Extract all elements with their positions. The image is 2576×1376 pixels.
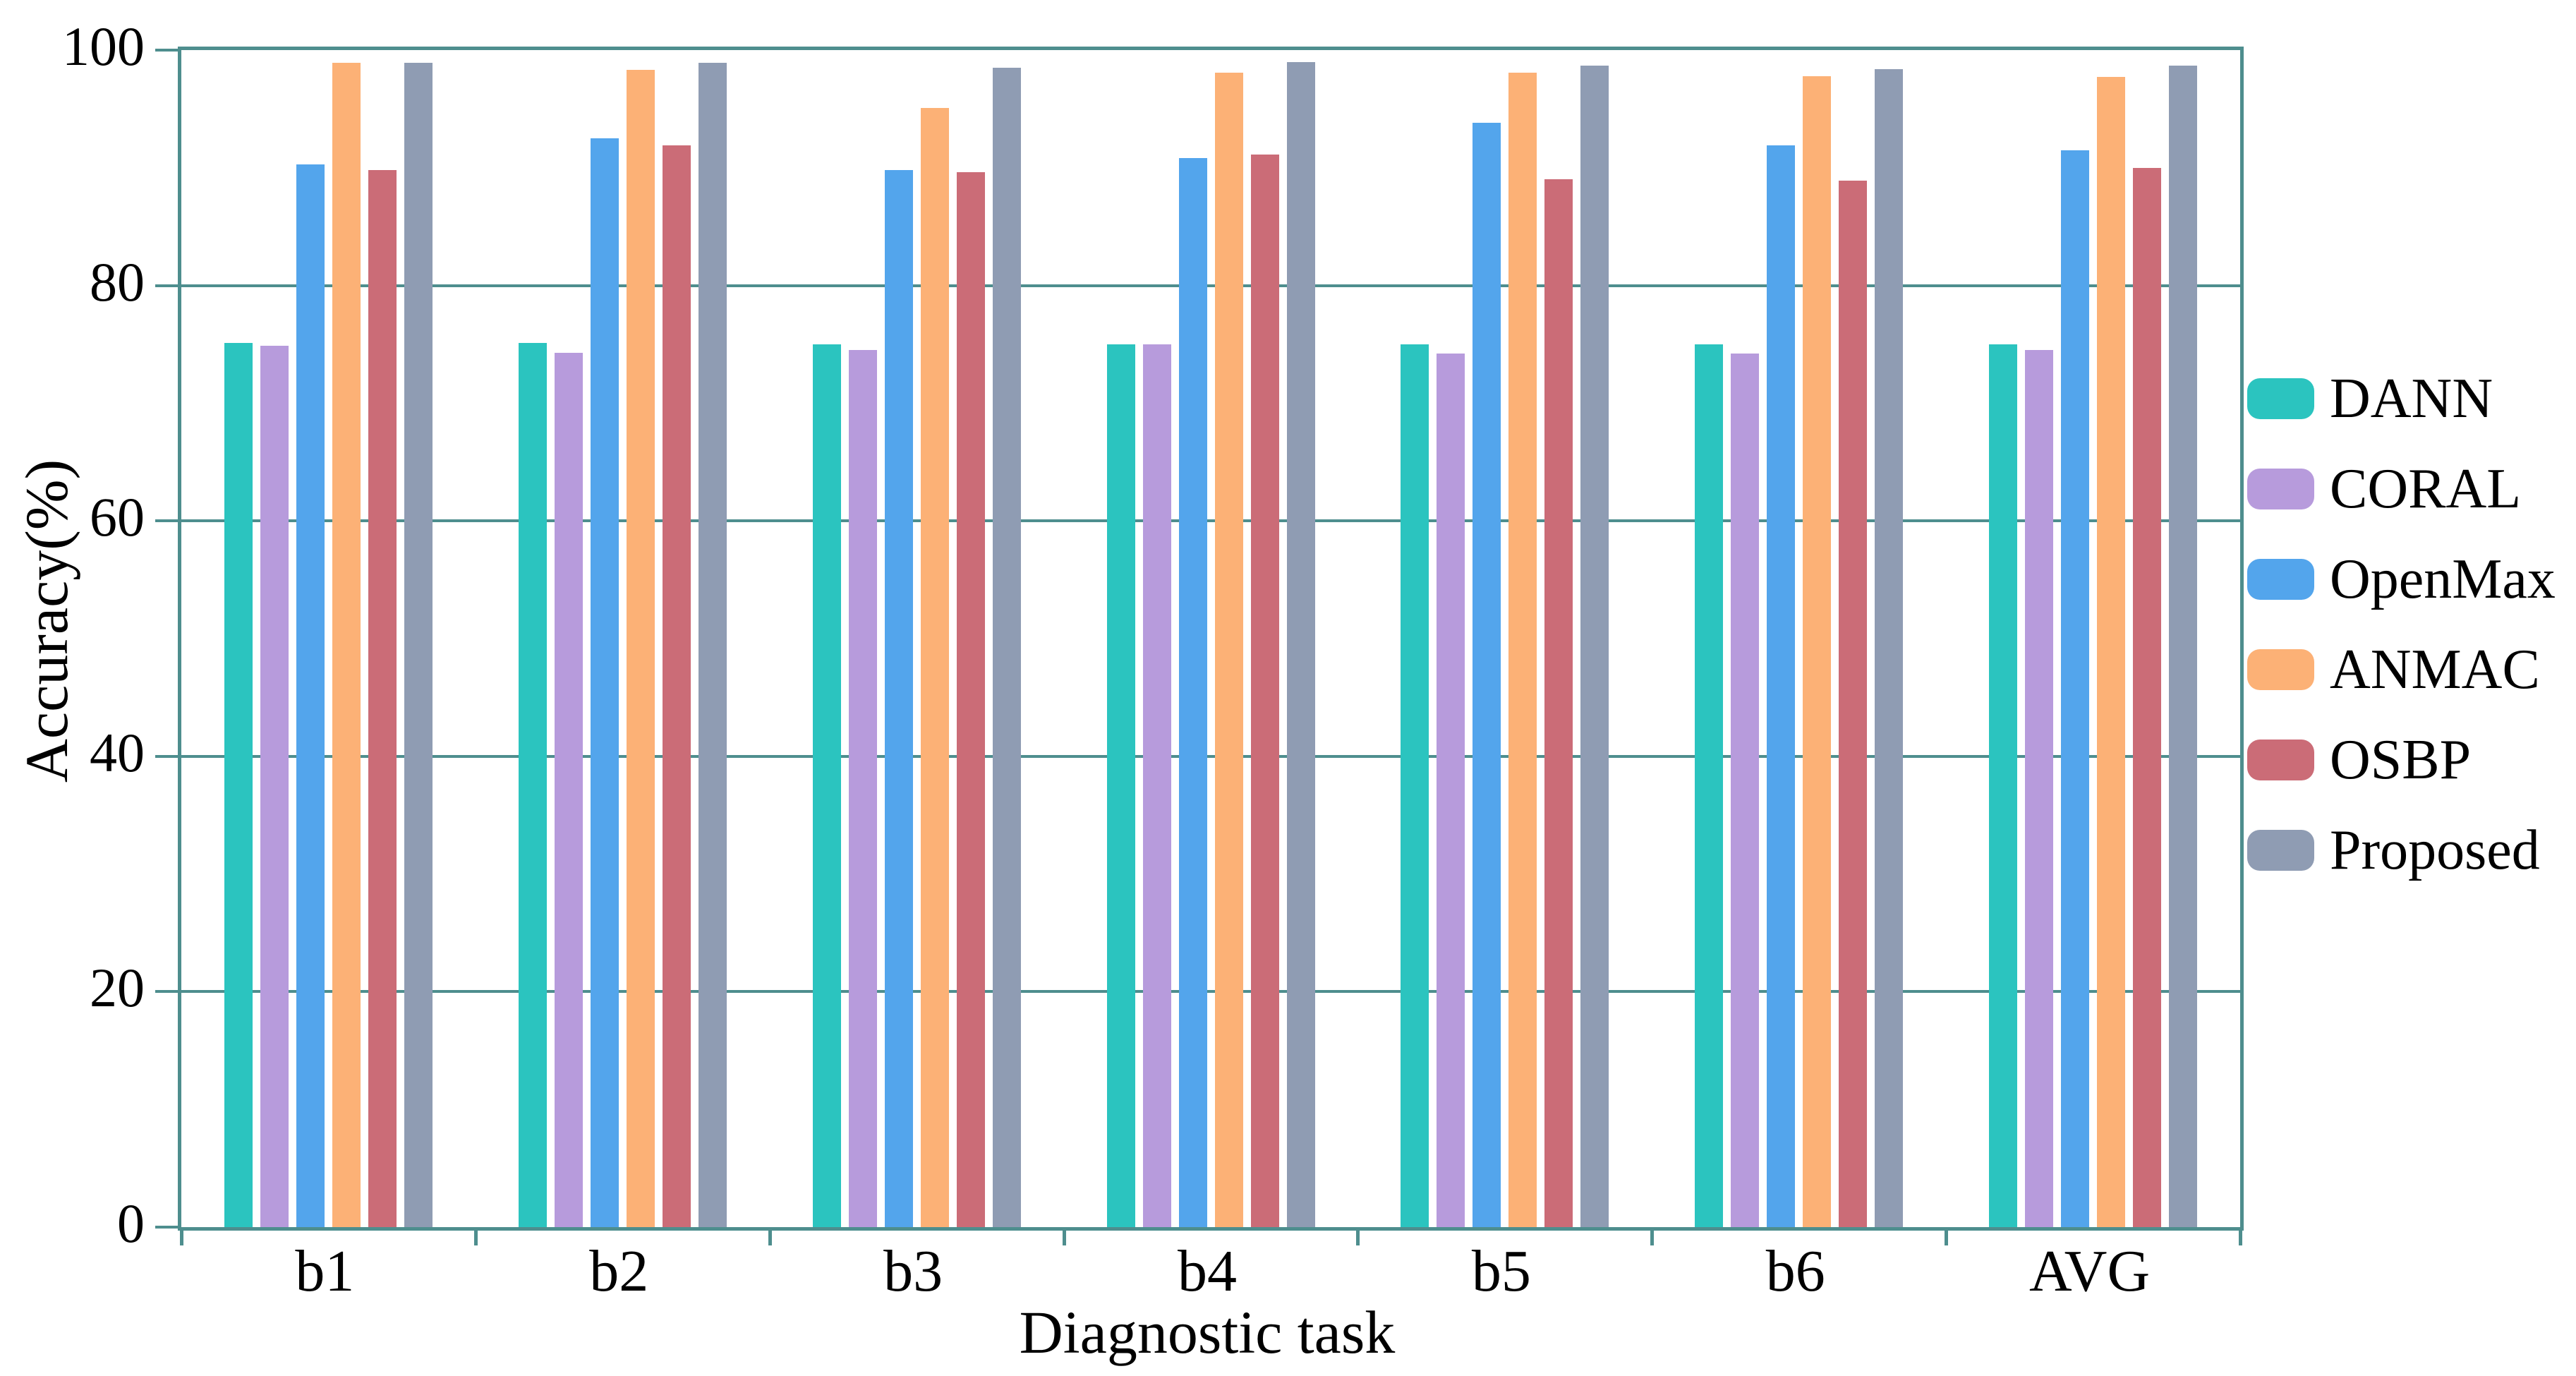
x-tick-1	[473, 1227, 478, 1245]
legend-label-Proposed: Proposed	[2330, 819, 2540, 881]
bar-CORAL-b5	[1437, 354, 1465, 1227]
bar-CORAL-b3	[848, 350, 877, 1227]
x-tick-label-b4: b4	[1178, 1238, 1237, 1304]
bar-DANN-b6	[1695, 344, 1724, 1227]
bar-DANN-b1	[224, 343, 253, 1227]
bar-Proposed-b3	[992, 68, 1021, 1227]
bar-DANN-b5	[1401, 344, 1429, 1227]
bar-ANMAC-AVG	[2097, 77, 2126, 1227]
x-axis-title: Diagnostic task	[1019, 1298, 1396, 1366]
legend-item-OpenMax: OpenMax	[2247, 534, 2556, 624]
bar-Proposed-b1	[404, 63, 433, 1227]
bar-ANMAC-b1	[332, 63, 361, 1227]
bar-OSBP-b4	[1250, 155, 1279, 1227]
legend-label-DANN: DANN	[2330, 367, 2493, 430]
bar-DANN-b4	[1106, 344, 1135, 1227]
x-tick-6	[1945, 1227, 1949, 1245]
legend-item-OSBP: OSBP	[2247, 715, 2556, 805]
y-tick-label-40: 40	[90, 721, 145, 783]
legend: DANN CORAL OpenMax ANMAC OSBP Proposed	[2247, 354, 2556, 895]
x-tick-5	[1650, 1227, 1655, 1245]
x-tick-label-AVG: AVG	[2028, 1238, 2151, 1304]
bar-Proposed-AVG	[2169, 65, 2198, 1227]
legend-swatch-CORAL	[2247, 469, 2314, 509]
y-tick-label-60: 60	[90, 486, 145, 548]
x-tick-label-b6: b6	[1765, 1238, 1825, 1304]
y-tick-label-20: 20	[90, 957, 145, 1019]
y-tick-0	[155, 1226, 178, 1229]
legend-label-OpenMax: OpenMax	[2330, 548, 2556, 610]
bar-CORAL-AVG	[2025, 350, 2054, 1227]
bar-ANMAC-b4	[1214, 72, 1243, 1227]
legend-swatch-OSBP	[2247, 740, 2314, 780]
legend-label-ANMAC: ANMAC	[2330, 638, 2540, 701]
bar-OpenMax-b3	[884, 170, 913, 1227]
x-tick-label-b1: b1	[295, 1238, 355, 1304]
legend-item-DANN: DANN	[2247, 354, 2556, 444]
bar-ANMAC-b3	[920, 107, 949, 1227]
bar-OSBP-b5	[1544, 179, 1573, 1227]
bar-DANN-b2	[518, 343, 547, 1227]
x-tick-2	[768, 1227, 772, 1245]
y-tick-label-80: 80	[90, 251, 145, 313]
x-tick-7	[2239, 1227, 2242, 1245]
bar-OSBP-b6	[1839, 181, 1868, 1227]
bar-OpenMax-b6	[1767, 145, 1796, 1227]
bar-OSBP-b2	[662, 145, 691, 1227]
x-tick-3	[1062, 1227, 1066, 1245]
bar-OpenMax-b4	[1178, 158, 1207, 1227]
bar-CORAL-b2	[554, 352, 583, 1227]
legend-swatch-Proposed	[2247, 830, 2314, 871]
legend-swatch-DANN	[2247, 378, 2314, 419]
bar-DANN-AVG	[1989, 344, 2018, 1227]
bar-ANMAC-b5	[1508, 72, 1537, 1227]
bar-OpenMax-b1	[296, 164, 325, 1227]
legend-item-CORAL: CORAL	[2247, 444, 2556, 534]
legend-swatch-OpenMax	[2247, 559, 2314, 600]
bar-CORAL-b1	[260, 345, 289, 1227]
bar-ANMAC-b2	[626, 70, 655, 1227]
y-tick-label-0: 0	[117, 1193, 145, 1254]
x-tick-label-b5: b5	[1471, 1238, 1531, 1304]
legend-swatch-ANMAC	[2247, 649, 2314, 690]
bar-OpenMax-AVG	[2061, 150, 2090, 1227]
y-tick-100	[155, 49, 178, 52]
bar-Proposed-b6	[1875, 68, 1904, 1227]
bar-OSBP-b3	[956, 172, 985, 1227]
y-tick-label-100: 100	[62, 16, 145, 77]
bar-CORAL-b4	[1142, 344, 1171, 1227]
legend-item-Proposed: Proposed	[2247, 805, 2556, 895]
bar-ANMAC-b6	[1803, 76, 1832, 1227]
bar-Proposed-b2	[698, 63, 727, 1227]
x-tick-0	[180, 1227, 183, 1245]
legend-item-ANMAC: ANMAC	[2247, 624, 2556, 715]
bar-OSBP-AVG	[2133, 167, 2162, 1227]
legend-label-OSBP: OSBP	[2330, 728, 2472, 791]
x-tick-label-b3: b3	[883, 1238, 943, 1304]
bar-Proposed-b5	[1580, 65, 1609, 1227]
bar-CORAL-b6	[1731, 354, 1760, 1227]
bar-DANN-b3	[812, 344, 841, 1227]
bar-OpenMax-b2	[590, 138, 619, 1227]
bar-OSBP-b1	[368, 170, 397, 1227]
plot-area	[155, 47, 2244, 1245]
legend-label-CORAL: CORAL	[2330, 457, 2522, 520]
x-tick-label-b2: b2	[589, 1238, 649, 1304]
x-tick-4	[1356, 1227, 1360, 1245]
bar-Proposed-b4	[1286, 61, 1315, 1227]
bar-OpenMax-b5	[1473, 123, 1501, 1227]
